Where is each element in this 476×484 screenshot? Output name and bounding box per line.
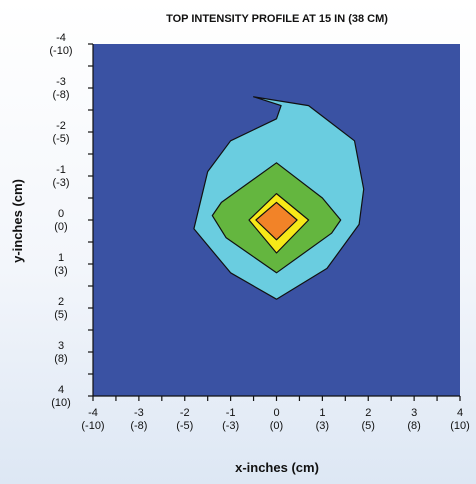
- x-tick-label-inch: 2: [365, 407, 371, 419]
- y-tick-label-inch: 0: [58, 208, 64, 220]
- y-tick-label-cm: (5): [54, 309, 67, 321]
- y-tick-label-cm: (-8): [52, 89, 69, 101]
- x-tick-label-inch: 1: [319, 407, 325, 419]
- y-tick-label-cm: (0): [54, 221, 67, 233]
- chart-title: TOP INTENSITY PROFILE AT 15 IN (38 CM): [166, 13, 388, 25]
- contour-level-4: [255, 201, 298, 241]
- y-tick-label-inch: 2: [58, 296, 64, 308]
- y-tick-label-cm: (-5): [52, 133, 69, 145]
- x-tick-label-cm: (10): [450, 420, 470, 432]
- y-tick-labels: -4(-10) -3(-8) -2(-5) -1(-3) 0(0) 1(3) 2(5) 3(8…: [49, 32, 72, 409]
- x-tick-label-cm: (-3): [222, 420, 239, 432]
- x-tick-labels: -4(-10) -3(-8) -2(-5) -1(-3) 0(0) 1(3) 2(5) 3(8…: [81, 407, 469, 432]
- y-tick-label-inch: -2: [56, 120, 66, 132]
- y-tick-label-cm: (-10): [49, 45, 72, 57]
- y-tick-label-inch: 4: [58, 384, 64, 396]
- x-tick-label-inch: -1: [226, 407, 236, 419]
- x-tick-label-inch: -3: [134, 407, 144, 419]
- contour-layer: [193, 96, 365, 300]
- x-tick-label-cm: (-5): [176, 420, 193, 432]
- x-tick-label-cm: (0): [270, 420, 283, 432]
- y-tick-label-inch: -4: [56, 32, 66, 44]
- x-tick-label-inch: -4: [88, 407, 98, 419]
- x-tick-label-cm: (8): [407, 420, 420, 432]
- y-tick-label-inch: -1: [56, 164, 66, 176]
- y-tick-label-inch: -3: [56, 76, 66, 88]
- x-tick-label-inch: 0: [273, 407, 279, 419]
- y-tick-label-cm: (3): [54, 265, 67, 277]
- y-tick-label-cm: (10): [51, 397, 71, 409]
- y-axis-label: y-inches (cm): [10, 179, 25, 263]
- x-tick-label-cm: (-10): [81, 420, 104, 432]
- y-tick-label-cm: (-3): [52, 177, 69, 189]
- x-tick-label-inch: 4: [457, 407, 463, 419]
- y-tick-label-inch: 1: [58, 252, 64, 264]
- x-tick-label-cm: (-8): [130, 420, 147, 432]
- x-tick-label-cm: (3): [316, 420, 329, 432]
- axis-layer: [88, 43, 461, 401]
- x-tick-label-cm: (5): [362, 420, 375, 432]
- y-tick-label-inch: 3: [58, 340, 64, 352]
- x-tick-label-inch: 3: [411, 407, 417, 419]
- x-axis-label: x-inches (cm): [235, 460, 319, 475]
- y-tick-label-cm: (8): [54, 353, 67, 365]
- x-tick-label-inch: -2: [180, 407, 190, 419]
